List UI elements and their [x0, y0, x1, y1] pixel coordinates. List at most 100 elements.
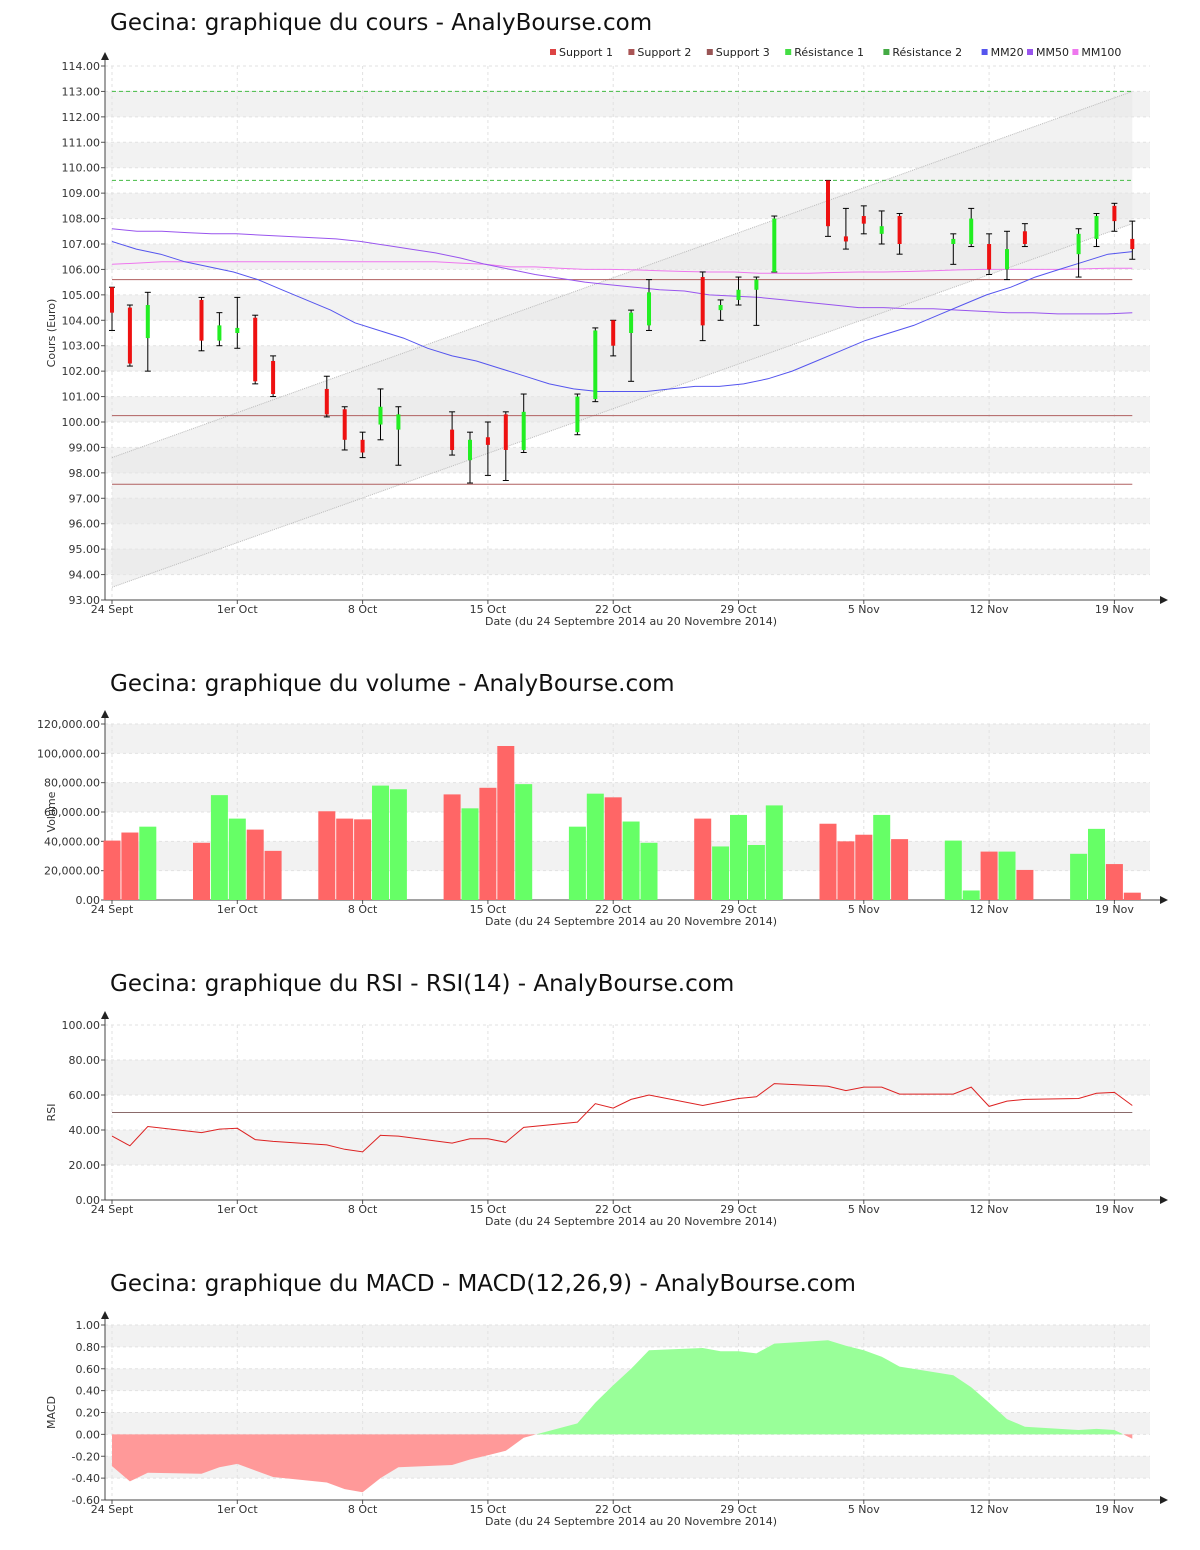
y-tick-label: 95.00 — [69, 543, 101, 556]
mm50-line — [111, 228, 1133, 315]
x-tick-label: 8 Oct — [348, 1503, 378, 1516]
macd-positive-area — [112, 1340, 1133, 1435]
candle-body-down — [324, 388, 329, 415]
y-tick-label: 110.00 — [62, 162, 101, 175]
volume-bar — [1123, 892, 1141, 900]
x-tick-label: 8 Oct — [348, 603, 378, 616]
legend-label: Support 1 — [559, 46, 613, 59]
x-tick-label: 5 Nov — [848, 1203, 880, 1216]
volume-bar — [694, 818, 712, 900]
legend-swatch — [628, 49, 635, 55]
volume-bar — [765, 805, 783, 900]
candle-body-down — [1112, 205, 1117, 222]
candle-body-down — [127, 307, 132, 364]
y-tick-label: 0.60 — [76, 1363, 101, 1376]
legend-label: MM50 — [1036, 46, 1069, 59]
y-tick-label: 20.00 — [69, 1159, 101, 1172]
candle-body-down — [253, 317, 258, 382]
y-tick-label: 102.00 — [62, 365, 101, 378]
volume-chart: 0.00 20,000.00 40,000.00 60,000.00 80,000.00… — [37, 710, 1168, 928]
x-tick-label: 8 Oct — [348, 1203, 378, 1216]
volume-bar — [730, 814, 747, 900]
x-axis-label: Date (du 24 Septembre 2014 au 20 Novembr… — [485, 1515, 777, 1528]
volume-bar — [855, 834, 873, 900]
x-tick-label: 12 Nov — [970, 1503, 1009, 1516]
volume-bar — [139, 826, 157, 900]
y-axis-label: Cours (Euro) — [45, 299, 58, 368]
legend-label: Résistance 1 — [794, 46, 864, 59]
x-axis-arrow — [1160, 596, 1168, 604]
x-tick-label: 12 Nov — [970, 903, 1009, 916]
y-tick-label: 80,000.00 — [44, 777, 100, 790]
x-axis-label: Date (du 24 Septembre 2014 au 20 Novembr… — [485, 615, 777, 628]
y-tick-label: -0.20 — [72, 1450, 100, 1463]
x-tick-label: 15 Oct — [470, 1203, 507, 1216]
legend-label: Support 3 — [716, 46, 770, 59]
volume-bar — [640, 842, 658, 900]
y-tick-label: 20,000.00 — [44, 865, 100, 878]
rsi-chart: 0.00 20.00 40.00 60.00 80.00 100.00 24 Sept 1er… — [45, 1011, 1168, 1228]
y-tick-label: -0.40 — [72, 1472, 100, 1485]
y-tick-label: 100.00 — [62, 1019, 101, 1032]
volume-bar — [193, 842, 210, 900]
trend-channel-lower — [111, 223, 1133, 588]
volume-bar — [712, 846, 730, 900]
x-tick-label: 5 Nov — [848, 1503, 880, 1516]
y-tick-label: 0.20 — [76, 1407, 101, 1420]
candle-body-down — [360, 439, 365, 453]
x-tick-label: 22 Oct — [595, 903, 632, 916]
y-tick-label: 96.00 — [69, 518, 101, 531]
legend-label: Résistance 2 — [892, 46, 962, 59]
volume-bar — [891, 839, 909, 900]
volume-chart-title: Gecina: graphique du volume - AnalyBours… — [110, 671, 675, 697]
y-tick-label: 112.00 — [62, 111, 101, 124]
volume-bar — [121, 832, 139, 900]
x-tick-label: 1er Oct — [217, 1503, 258, 1516]
grid-band — [105, 724, 1150, 754]
volume-bar — [479, 787, 497, 900]
y-tick-label: 120,000.00 — [37, 718, 100, 731]
y-tick-label: 97.00 — [69, 492, 101, 505]
y-axis-label: Volume — [45, 791, 58, 832]
y-tick-label: 0.00 — [76, 1194, 101, 1207]
volume-bar — [747, 845, 765, 900]
y-tick-label: 99.00 — [69, 441, 101, 454]
volume-bar — [228, 818, 246, 900]
y-tick-label: 111.00 — [62, 136, 101, 149]
y-axis-arrow — [101, 1311, 109, 1319]
candle-body-down — [843, 236, 848, 242]
legend-label: Support 2 — [637, 46, 691, 59]
candle-body-up — [1094, 216, 1099, 239]
volume-bar — [336, 818, 354, 900]
x-tick-label: 24 Sept — [91, 1203, 134, 1216]
x-tick-label: 15 Oct — [470, 903, 507, 916]
volume-bar — [568, 826, 586, 900]
x-axis-arrow — [1160, 896, 1168, 904]
candle-body-down — [700, 277, 705, 326]
candle-body-down — [826, 180, 830, 227]
volume-bar — [873, 814, 891, 900]
candle-body-up — [969, 218, 974, 244]
grid-band — [105, 782, 1150, 812]
candle-body-up — [521, 411, 526, 450]
x-axis-arrow — [1160, 1496, 1168, 1504]
candle-body-down — [342, 409, 347, 440]
candle-body-up — [145, 305, 150, 339]
y-tick-label: 109.00 — [62, 187, 101, 200]
candle-body-up — [647, 292, 651, 326]
grid-band — [105, 1325, 1150, 1347]
candle-body-down — [271, 360, 276, 395]
candle-body-up — [736, 289, 741, 300]
y-tick-label: 105.00 — [62, 289, 101, 302]
candle-body-up — [1005, 249, 1009, 270]
candle-body-up — [217, 325, 222, 341]
x-tick-label: 1er Oct — [217, 903, 258, 916]
y-tick-label: -0.60 — [72, 1494, 100, 1507]
candle-body-down — [110, 287, 114, 313]
x-tick-label: 24 Sept — [91, 903, 134, 916]
y-tick-label: 0.00 — [76, 894, 101, 907]
trend-channel-upper — [111, 90, 1133, 459]
volume-bar — [622, 821, 640, 900]
grid-band — [105, 1060, 1150, 1095]
volume-bar — [372, 785, 389, 900]
